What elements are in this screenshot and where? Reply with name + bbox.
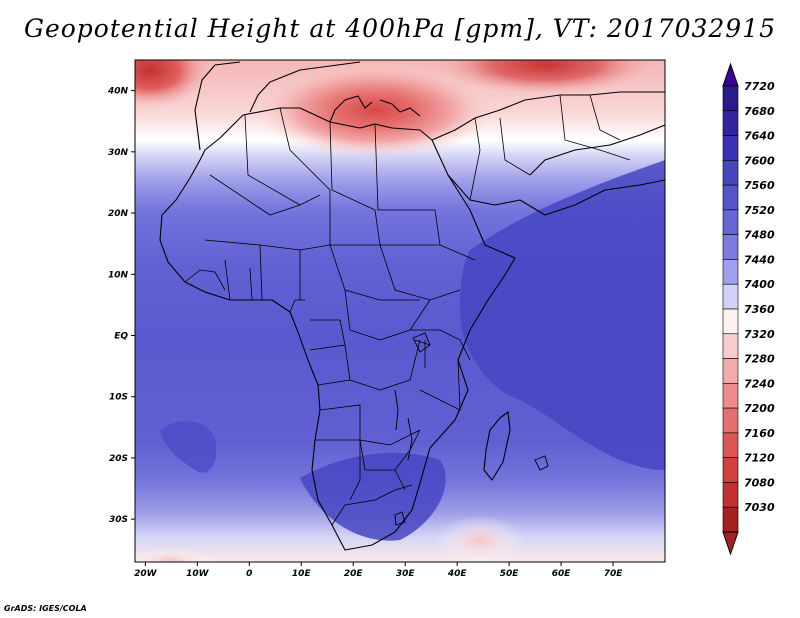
lon-tick-label: 40E	[447, 569, 468, 579]
colorbar-swatch	[722, 184, 739, 211]
lon-tick-label: 10E	[292, 569, 312, 579]
colorbar-label: 7160	[744, 427, 775, 440]
country-borders	[184, 94, 631, 526]
colorbar-swatch	[722, 457, 739, 483]
lon-tick-label: 20W	[134, 569, 158, 579]
lakes	[394, 332, 549, 526]
colorbar-label: 7600	[744, 154, 775, 167]
colorbar-label: 7480	[744, 229, 775, 242]
lat-tick-label: EQ	[114, 331, 128, 341]
colorbar-swatch	[722, 482, 739, 508]
lon-tick-label: 30E	[396, 569, 416, 579]
lat-tick-label: 10N	[108, 270, 129, 280]
map-frame	[134, 59, 666, 563]
map-plot-area	[135, 60, 665, 562]
colorbar-swatch	[722, 160, 739, 186]
colorbar-swatch	[722, 308, 739, 335]
lat-tick-label: 30S	[109, 515, 128, 525]
atlantic-height-region	[160, 421, 217, 473]
colorbar-swatch	[722, 383, 739, 409]
colorbar-label: 7240	[744, 377, 775, 390]
lon-tick-label: 60E	[552, 569, 572, 579]
colorbar-label: 7280	[744, 353, 775, 366]
colorbar-swatch	[722, 283, 739, 310]
colorbar-label: 7640	[744, 130, 775, 143]
colorbar-swatch	[722, 110, 739, 136]
lat-tick-label: 10S	[109, 393, 128, 403]
lat-tick-label: 20N	[108, 209, 129, 219]
colorbar-swatch	[722, 506, 739, 533]
colorbar-bottom-arrow	[722, 531, 739, 556]
colorbar-label: 7360	[744, 303, 775, 316]
southwest-light-region	[135, 548, 215, 562]
southern-light-region	[435, 515, 525, 562]
colorbar-swatch	[722, 209, 739, 235]
mediterranean-high	[255, 62, 495, 158]
indian-ocean-height-region	[460, 160, 665, 470]
colorbar-swatch	[722, 135, 739, 161]
latitude-axis: 40N 30N 20N 10N EQ 10S 20S 30S	[107, 87, 135, 525]
colorbar-swatch	[722, 333, 739, 359]
colorbar-swatch	[722, 85, 739, 112]
colorbar-label: 7560	[744, 179, 775, 192]
colorbar-label: 7720	[744, 80, 775, 93]
colorbar-top-arrow	[722, 62, 739, 87]
page-title: Geopotential Height at 400hPa [gpm], VT:…	[23, 14, 777, 43]
colorbar: 7720 7680 7640 7600 7560 7520 7480 7440 7400 7360…	[722, 62, 775, 556]
coastlines	[159, 61, 665, 551]
colorbar-swatch	[722, 407, 739, 434]
northwest-high	[135, 60, 210, 108]
lat-tick-label: 40N	[107, 87, 129, 97]
colorbar-swatch	[722, 432, 739, 458]
lon-tick-label: 10W	[186, 569, 210, 579]
colorbar-swatch	[722, 234, 739, 260]
colorbar-swatch	[722, 259, 739, 285]
colorbar-label: 7320	[744, 328, 775, 341]
longitude-axis: 20W 10W 0 10E 20E 30E 40E 50E 60E 70E	[134, 562, 624, 579]
colorbar-label: 7120	[744, 452, 775, 465]
colorbar-label: 7200	[744, 402, 775, 415]
colorbar-label: 7520	[744, 204, 775, 217]
lat-tick-label: 30N	[108, 148, 129, 158]
lon-tick-label: 0	[246, 569, 252, 579]
colorbar-label: 7440	[744, 253, 775, 266]
colorbar-label: 7030	[744, 501, 775, 514]
grads-credit: GrADS: IGES/COLA	[4, 604, 87, 613]
colorbar-label: 7080	[744, 476, 775, 489]
colorbar-label: 7680	[744, 105, 775, 118]
colorbar-label: 7400	[744, 278, 775, 291]
colorbar-swatch	[722, 358, 739, 384]
lat-tick-label: 20S	[109, 454, 128, 464]
lon-tick-label: 50E	[500, 569, 520, 579]
northeast-high	[435, 60, 655, 95]
lon-tick-label: 70E	[604, 569, 624, 579]
lon-tick-label: 20E	[344, 569, 364, 579]
